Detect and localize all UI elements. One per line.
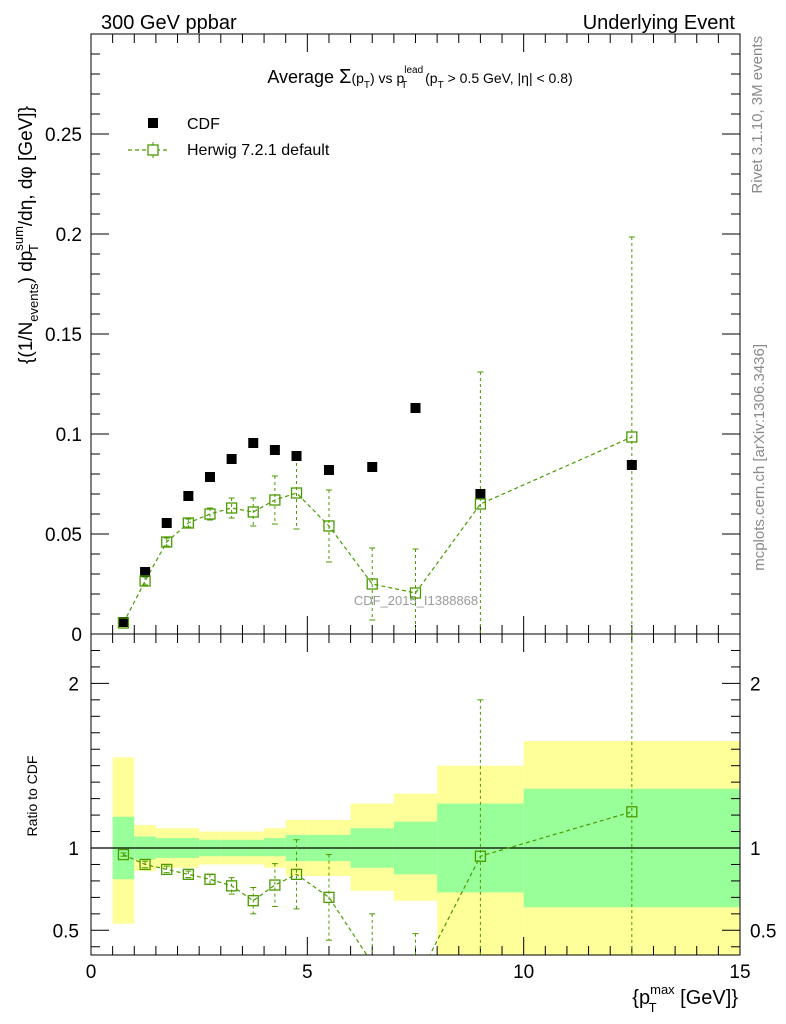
ratio-data-point [323, 891, 335, 904]
ratio-data-point [269, 879, 281, 891]
herwig-data-point [626, 431, 638, 443]
ylabel-a: {(1/N [16, 322, 37, 364]
herwig-data-point [323, 520, 335, 532]
legend-marker-cdf [148, 118, 158, 128]
herwig-data-point [247, 506, 259, 518]
y-tick-label: 0.2 [56, 225, 82, 246]
xlabel-b: [GeV]} [675, 987, 739, 1009]
analysis-watermark: CDF_2015_I1388868 [354, 593, 478, 608]
cdf-data-point [248, 438, 259, 448]
mcplots-reference-label: mcplots.cern.ch [arXiv:1306.3436] [751, 344, 768, 571]
herwig-data-point [204, 508, 216, 520]
ylabel-sub-t: T [26, 244, 41, 252]
cdf-data-point [410, 403, 421, 413]
ylabel-sub-events: events [26, 283, 41, 322]
cdf-data-point [323, 465, 334, 475]
y-tick-label: 0.1 [56, 425, 82, 446]
herwig-data-point [409, 587, 422, 599]
herwig-data-point [182, 517, 195, 529]
ylabel-b: ) dp [16, 251, 37, 284]
xlabel-sup-max: max [650, 982, 675, 997]
title-prefix: Average [267, 67, 339, 87]
x-tick-label: 0 [86, 962, 97, 983]
xlabel-a: {p [632, 987, 650, 1009]
cdf-data-point [626, 460, 637, 470]
ratio-data-point [182, 868, 195, 880]
ratio-data-point [161, 863, 173, 876]
ratio-tick-label: 1 [68, 839, 79, 860]
y-tick-label: 0.25 [45, 125, 82, 146]
cdf-data-point [269, 445, 280, 455]
x-tick-label: 5 [302, 962, 313, 983]
legend: CDF Herwig 7.2.1 default [128, 116, 330, 159]
cdf-data-point [204, 472, 215, 482]
ylabel-c: /dη, dφ [GeV]} [16, 106, 37, 226]
cdf-data-point [475, 489, 486, 499]
ratio-data-point [626, 806, 638, 818]
ratio-tick-label: 0.5 [53, 921, 79, 942]
x-tick-label: 15 [729, 962, 750, 983]
header-right: Underlying Event [583, 12, 736, 34]
ratio-data-point [225, 880, 238, 892]
y-axis-label: {(1/Nevents) dpsumT/dη, dφ [GeV]} [11, 106, 41, 364]
plot-title: Average Σ(pT) vs plead T (pT > 0.5 GeV, |… [267, 65, 572, 91]
cdf-data-point [118, 617, 129, 627]
ratio-data-point [290, 868, 303, 880]
xlabel-sub-t: T [649, 1000, 657, 1015]
cdf-data-point [291, 451, 302, 461]
herwig-data-point [117, 617, 130, 629]
main-data-marks [117, 236, 638, 635]
legend-marker-herwig [147, 144, 159, 156]
title-p2: ) vs p [370, 70, 404, 86]
ratio-tick-label: 2 [68, 674, 79, 695]
title-p4: > 0.5 GeV, |η| < 0.8) [444, 70, 573, 86]
title-sub-t-3: T [438, 80, 444, 91]
title-sub-t-2: T [401, 80, 407, 91]
y-tick-label: 0.05 [45, 525, 82, 546]
x-axis-label: {pmax T [GeV]} [632, 982, 738, 1015]
ratio-data-point [247, 895, 259, 907]
title-sigma: Σ [339, 66, 351, 88]
ratio-tick-label-right: 1 [750, 839, 761, 860]
ratio-data-marks [117, 634, 638, 955]
ylabel-sup-sum: sum [11, 226, 26, 251]
x-tick-label: 10 [513, 962, 534, 983]
ratio-data-point [117, 848, 130, 861]
herwig-data-point [366, 578, 378, 590]
title-sub-t-1: T [364, 80, 370, 91]
ratio-data-point [139, 858, 151, 871]
ratio-tick-label-right: 0.5 [750, 921, 776, 942]
herwig-data-point [161, 536, 173, 548]
ratio-data-point [474, 850, 487, 862]
cdf-data-point [140, 567, 151, 577]
ratio-series-line [123, 811, 633, 955]
herwig-data-point [269, 494, 281, 506]
cdf-data-point [161, 518, 172, 528]
cdf-data-point [183, 491, 194, 501]
ratio-tick-label-right: 2 [750, 674, 761, 695]
ratio-y-axis-label: Ratio to CDF [24, 756, 40, 837]
ratio-axes: 0.5 0.5 1 1 2 2 0 5 10 15 [53, 633, 776, 983]
legend-label-cdf: CDF [187, 116, 220, 133]
herwig-data-point [225, 502, 238, 514]
ratio-series-group [117, 634, 638, 955]
cdf-data-point [226, 454, 237, 464]
ratio-band-inner [264, 838, 286, 857]
herwig-data-point [290, 487, 303, 499]
y-tick-label: 0.15 [45, 325, 82, 346]
herwig-data-point [139, 575, 151, 587]
ratio-data-point [204, 873, 216, 885]
y-tick-label: 0 [71, 625, 82, 646]
cdf-data-point [367, 462, 378, 472]
herwig-data-point [474, 498, 487, 510]
header-left: 300 GeV ppbar [101, 12, 237, 34]
legend-label-herwig: Herwig 7.2.1 default [187, 142, 330, 159]
title-p3: (p [421, 70, 438, 86]
title-sup-lead: lead [404, 65, 423, 76]
title-p1: (p [351, 70, 364, 86]
rivet-version-label: Rivet 3.1.10, 3M events [749, 36, 766, 194]
